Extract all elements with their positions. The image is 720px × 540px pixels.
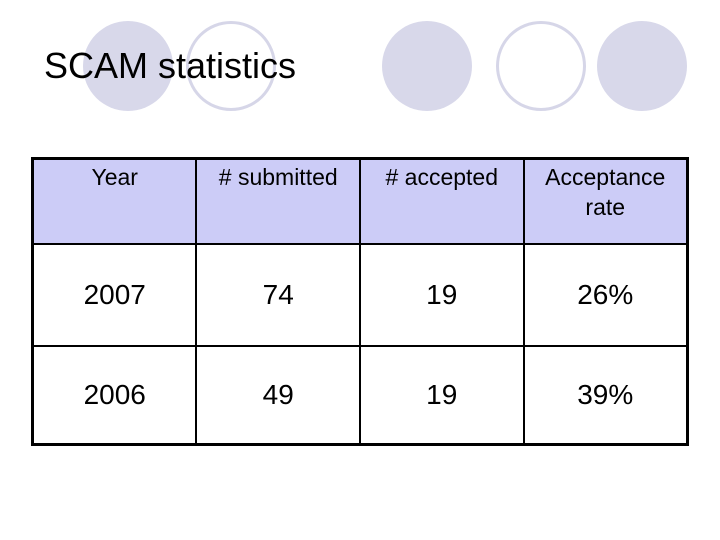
outline-circle-icon xyxy=(186,21,276,111)
cell-submitted: 74 xyxy=(195,243,361,347)
filled-circle-icon xyxy=(83,21,173,111)
cell-acceptance-rate: 39% xyxy=(522,345,689,446)
column-header-accepted: # accepted xyxy=(358,157,525,245)
cell-accepted: 19 xyxy=(358,243,525,347)
cell-year: 2007 xyxy=(31,243,198,347)
column-header-acceptance-rate: Acceptance rate xyxy=(522,157,689,245)
table-header-row: Year # submitted # accepted Acceptance r… xyxy=(31,157,689,245)
cell-submitted: 49 xyxy=(195,345,361,446)
table-row: 2007 74 19 26% xyxy=(31,243,689,347)
cell-acceptance-rate: 26% xyxy=(522,243,689,347)
cell-year: 2006 xyxy=(31,345,198,446)
cell-accepted: 19 xyxy=(358,345,525,446)
slide-title: SCAM statistics xyxy=(44,45,297,86)
filled-circle-icon xyxy=(597,21,687,111)
column-header-year: Year xyxy=(31,157,198,245)
filled-circle-icon xyxy=(382,21,472,111)
table-row: 2006 49 19 39% xyxy=(31,345,689,446)
column-header-submitted: # submitted xyxy=(195,157,361,245)
outline-circle-icon xyxy=(496,21,586,111)
statistics-table: Year # submitted # accepted Acceptance r… xyxy=(31,157,689,446)
